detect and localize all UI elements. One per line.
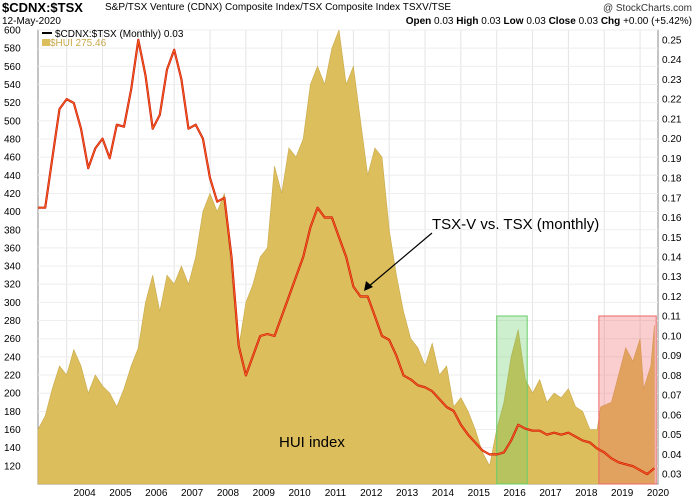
right-tick-label: 0.12 [662, 292, 682, 303]
legend-ratio: $CDNX:$TSX (Monthly) 0.03 [55, 29, 184, 40]
left-tick-label: 220 [4, 371, 21, 382]
right-tick-label: 0.05 [662, 430, 682, 441]
right-tick-label: 0.25 [662, 35, 682, 46]
right-tick-label: 0.15 [662, 233, 682, 244]
x-tick-label: 2018 [575, 488, 598, 499]
annotation-arrow-line [367, 232, 433, 288]
symbol-title: $CDNX:$TSX [2, 0, 83, 15]
low-value: 0.03 [526, 16, 546, 27]
left-tick-label: 120 [4, 461, 21, 472]
x-tick-label: 2017 [539, 488, 562, 499]
left-tick-label: 240 [4, 352, 21, 363]
close-label: Close [548, 16, 576, 27]
right-tick-label: 0.03 [662, 470, 682, 481]
x-tick-label: 2006 [145, 488, 168, 499]
low-label: Low [503, 16, 524, 27]
left-tick-label: 600 [4, 26, 21, 37]
right-tick-label: 0.21 [662, 114, 682, 125]
x-tick-label: 2010 [288, 488, 311, 499]
x-tick-label: 2014 [432, 488, 455, 499]
high-label: High [456, 16, 479, 27]
green-highlight [496, 315, 528, 485]
left-tick-label: 480 [4, 134, 21, 145]
open-label: Open [405, 16, 432, 27]
right-tick-label: 0.18 [662, 174, 682, 185]
right-tick-label: 0.14 [662, 253, 682, 264]
chg-value: +0.00 (+5.42%) [623, 16, 692, 27]
left-tick-label: 460 [4, 153, 21, 164]
right-tick-label: 0.17 [662, 193, 682, 204]
x-tick-label: 2020 [647, 488, 670, 499]
right-tick-label: 0.13 [662, 272, 682, 283]
left-tick-label: 340 [4, 262, 21, 273]
right-tick-label: 0.19 [662, 154, 682, 165]
left-tick-label: 320 [4, 280, 21, 291]
symbol-description: S&P/TSX Venture (CDNX) Composite Index/T… [105, 2, 452, 13]
left-tick-label: 300 [4, 298, 21, 309]
x-tick-label: 2012 [360, 488, 383, 499]
left-tick-label: 280 [4, 316, 21, 327]
legend-swatch-hui [42, 39, 50, 46]
right-tick-label: 0.06 [662, 410, 682, 421]
left-tick-label: 260 [4, 334, 21, 345]
stockcharts-credit: @ StockCharts.com [602, 3, 692, 14]
left-tick-label: 580 [4, 44, 21, 55]
annotation-hui-index: HUI index [279, 434, 345, 451]
left-tick-label: 400 [4, 207, 21, 218]
chart-date: 12-May-2020 [2, 16, 61, 27]
left-tick-label: 200 [4, 389, 21, 400]
ratio-line-highlight [38, 39, 655, 475]
x-tick-label: 2013 [396, 488, 419, 499]
right-tick-label: 0.20 [662, 134, 682, 145]
right-tick-label: 0.23 [662, 75, 682, 86]
right-tick-label: 0.10 [662, 331, 682, 342]
open-value: 0.03 [434, 16, 454, 27]
left-tick-label: 560 [4, 62, 21, 73]
x-tick-label: 2019 [611, 488, 634, 499]
x-tick-label: 2015 [468, 488, 491, 499]
legend-hui: $HUI 275.46 [50, 38, 107, 49]
x-tick-label: 2007 [181, 488, 204, 499]
ohlc-readout: Open 0.03 High 0.03 Low 0.03 Close 0.03 … [406, 16, 692, 27]
right-tick-label: 0.24 [662, 55, 682, 66]
right-tick-label: 0.09 [662, 351, 682, 362]
x-tick-label: 2005 [109, 488, 132, 499]
x-tick-label: 2004 [73, 488, 96, 499]
high-value: 0.03 [481, 16, 501, 27]
right-tick-label: 0.16 [662, 213, 682, 224]
left-tick-label: 160 [4, 425, 21, 436]
left-tick-label: 500 [4, 116, 21, 127]
close-value: 0.03 [578, 16, 599, 27]
right-tick-label: 0.04 [662, 450, 682, 461]
right-tick-label: 0.22 [662, 95, 682, 106]
left-tick-label: 420 [4, 189, 21, 200]
left-tick-label: 520 [4, 98, 21, 109]
right-tick-label: 0.07 [662, 391, 682, 402]
left-tick-label: 440 [4, 171, 21, 182]
x-tick-label: 2016 [504, 488, 527, 499]
annotation-arrow-head [364, 281, 373, 291]
x-tick-label: 2009 [253, 488, 276, 499]
chart-header: $CDNX:$TSX S&P/TSX Venture (CDNX) Compos… [0, 0, 700, 30]
annotation-tsxv-vs-tsx: TSX-V vs. TSX (monthly) [432, 216, 599, 233]
x-tick-label: 2011 [325, 488, 347, 499]
red-highlight [598, 315, 657, 485]
left-tick-label: 380 [4, 225, 21, 236]
x-tick-label: 2008 [217, 488, 240, 499]
right-tick-label: 0.11 [662, 312, 681, 323]
left-tick-label: 140 [4, 443, 21, 454]
left-tick-label: 180 [4, 407, 21, 418]
left-tick-label: 360 [4, 243, 21, 254]
right-tick-label: 0.08 [662, 371, 682, 382]
chg-label: Chg [600, 16, 621, 27]
left-tick-label: 540 [4, 80, 21, 91]
